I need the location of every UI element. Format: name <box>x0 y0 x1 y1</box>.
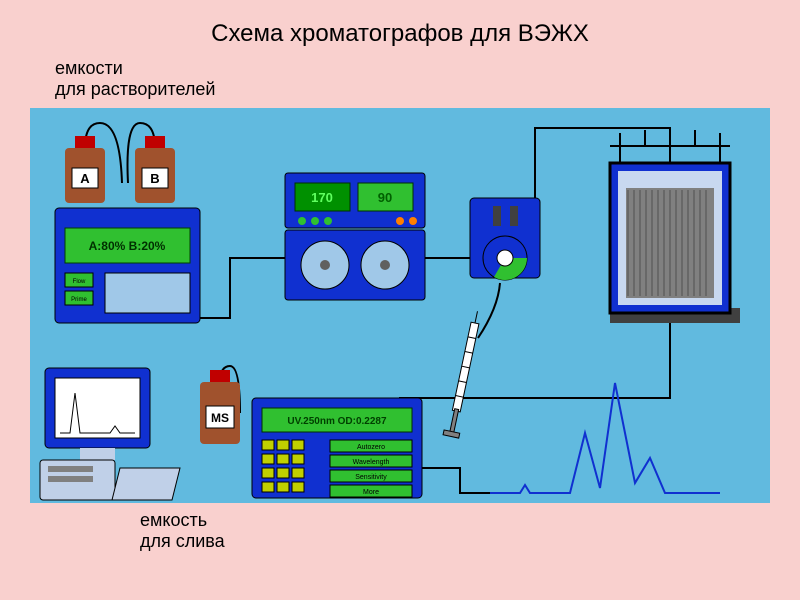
bottle-a: A <box>65 136 105 203</box>
det-btn-0: Autozero <box>357 444 385 451</box>
diagram-svg: A B A:80% B:20% Flow Prime <box>30 108 770 503</box>
computer <box>40 368 180 500</box>
page-title: Схема хроматографов для ВЭЖХ <box>0 20 800 48</box>
bottle-b-label: B <box>150 171 159 186</box>
detector-unit: UV.250nm OD:0.2287 Autozero Wavelength S… <box>252 398 422 498</box>
bottle-ms-label: MS <box>211 411 229 425</box>
injector-unit <box>470 198 540 280</box>
bottle-a-label: A <box>80 171 90 186</box>
mixer-btn-0: Flow <box>73 279 86 285</box>
thermostat-unit <box>610 130 740 323</box>
mixer-unit: A:80% B:20% Flow Prime <box>55 208 200 323</box>
pump-display-left: 170 <box>311 190 333 205</box>
det-btn-2: Sensitivity <box>355 474 387 481</box>
page: Схема хроматографов для ВЭЖХ емкости для… <box>0 0 800 600</box>
syringe <box>443 310 485 439</box>
label-waste: емкость для слива <box>140 510 225 552</box>
pump-unit: 170 90 <box>285 173 425 300</box>
bottle-ms: MS <box>200 370 240 444</box>
mixer-display: A:80% B:20% <box>89 239 166 253</box>
diagram-area: A B A:80% B:20% Flow Prime <box>30 108 770 503</box>
bottle-b: B <box>135 136 175 203</box>
pump-display-right: 90 <box>378 190 392 205</box>
label-solvent-reservoirs: емкости для растворителей <box>55 58 215 100</box>
detector-display: UV.250nm OD:0.2287 <box>287 416 387 427</box>
det-btn-3: More <box>363 489 379 496</box>
chromatogram <box>490 383 720 493</box>
mixer-btn-1: Prime <box>71 297 87 303</box>
det-btn-1: Wavelength <box>353 459 390 466</box>
